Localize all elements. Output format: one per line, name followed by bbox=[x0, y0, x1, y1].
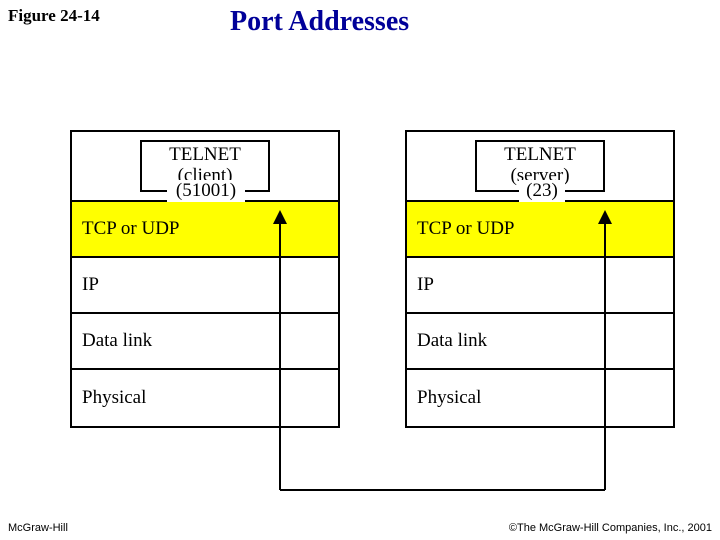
server-port-label: (23) bbox=[519, 180, 565, 202]
client-telnet-row: TELNET (client) (51001) bbox=[72, 132, 338, 202]
server-physical-row: Physical bbox=[407, 370, 673, 426]
server-stack: TELNET (server) (23) TCP or UDP IP Data … bbox=[405, 130, 675, 428]
server-ip-label: IP bbox=[407, 274, 434, 296]
client-port-label: (51001) bbox=[167, 180, 245, 202]
client-physical-label: Physical bbox=[72, 387, 146, 409]
server-ip-row: IP bbox=[407, 258, 673, 314]
client-datalink-label: Data link bbox=[72, 330, 152, 352]
client-physical-row: Physical bbox=[72, 370, 338, 426]
server-telnet-row: TELNET (server) (23) bbox=[407, 132, 673, 202]
client-datalink-row: Data link bbox=[72, 314, 338, 370]
page-title: Port Addresses bbox=[230, 6, 409, 38]
publisher-text: McGraw-Hill bbox=[8, 522, 68, 534]
copyright-text: ©The McGraw-Hill Companies, Inc., 2001 bbox=[509, 522, 712, 534]
client-ip-label: IP bbox=[72, 274, 99, 296]
figure-label: Figure 24-14 bbox=[8, 6, 100, 26]
client-tcp-row: TCP or UDP bbox=[72, 202, 338, 258]
server-physical-label: Physical bbox=[407, 387, 481, 409]
server-datalink-row: Data link bbox=[407, 314, 673, 370]
server-datalink-label: Data link bbox=[407, 330, 487, 352]
client-stack: TELNET (client) (51001) TCP or UDP IP Da… bbox=[70, 130, 340, 428]
server-telnet-line1: TELNET bbox=[479, 145, 601, 166]
client-telnet-line1: TELNET bbox=[144, 145, 266, 166]
client-tcp-label: TCP or UDP bbox=[72, 218, 179, 240]
client-ip-row: IP bbox=[72, 258, 338, 314]
server-tcp-row: TCP or UDP bbox=[407, 202, 673, 258]
server-tcp-label: TCP or UDP bbox=[407, 218, 514, 240]
